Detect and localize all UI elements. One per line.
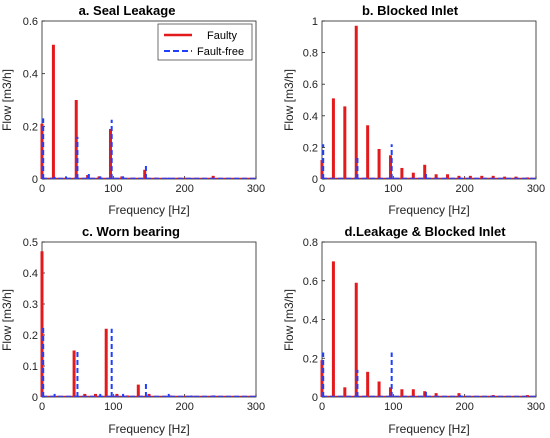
- legend-faulty-label: Faulty: [207, 30, 237, 42]
- panel-a-xtick-label: 0: [39, 183, 45, 195]
- panel-a-xtick-label: 100: [104, 183, 122, 195]
- panel-d-ytick-label: 0.6: [303, 276, 318, 288]
- panel-d: d.Leakage & Blocked Inlet 0 100 200 300 0 0.2…: [282, 224, 545, 436]
- panel-d-xtick-label: 100: [384, 401, 402, 413]
- panel-d-title: d.Leakage & Blocked Inlet: [344, 224, 506, 239]
- panel-a-ticks: 0 100 200 300 0 0.2 0.4 0.6: [23, 16, 265, 195]
- panel-b-xtick-label: 200: [455, 183, 473, 195]
- panel-d-ytick-label: 0.8: [303, 237, 318, 249]
- panel-a-marks: [40, 44, 256, 179]
- panel-d-ytick-label: 0.2: [303, 353, 318, 365]
- panel-d-ytick-label: 0: [312, 392, 318, 404]
- panel-c-xlabel: Frequency [Hz]: [108, 422, 189, 436]
- panel-d-ticks: 0 100 200 300 0 0.2 0.4 0.6 0.8: [303, 237, 545, 413]
- panel-d-xtick-label: 0: [319, 401, 325, 413]
- panel-b-xlabel: Frequency [Hz]: [388, 203, 469, 217]
- panel-c-ytick-label: 0.4: [23, 268, 38, 280]
- panel-d-xtick-label: 200: [455, 401, 473, 413]
- panel-a-title: a. Seal Leakage: [79, 3, 176, 18]
- panel-c-xtick-label: 300: [247, 401, 265, 413]
- panel-c-ylabel: Flow [m3/h]: [0, 289, 14, 351]
- legend: Faulty Fault-free: [157, 23, 253, 61]
- panel-a-ytick-label: 0.2: [23, 121, 38, 133]
- panel-c: c. Worn bearing 0 100 200 30000.10.20.30.40…: [0, 224, 265, 436]
- panel-d-ylabel: Flow [m3/h]: [282, 289, 296, 351]
- panel-b-ytick-label: 0: [312, 174, 318, 186]
- panel-c-ytick-label: 0.2: [23, 330, 38, 342]
- panel-c-xtick-label: 0: [39, 401, 45, 413]
- panel-b-xtick-label: 0: [319, 183, 325, 195]
- panel-b: b. Blocked Inlet 0 100 200 300 0 0.2 0.4 0.6 0.8…: [282, 3, 545, 217]
- legend-box: [157, 23, 253, 61]
- panel-a-ylabel: Flow [m3/h]: [0, 69, 14, 131]
- panel-d-marks: [320, 261, 536, 397]
- panel-c-marks: [40, 251, 256, 397]
- panel-b-ylabel: Flow [m3/h]: [282, 69, 296, 131]
- panel-d-ytick-label: 0.4: [303, 315, 318, 327]
- panel-a-xlabel: Frequency [Hz]: [108, 203, 189, 217]
- panel-b-xtick-label: 300: [527, 183, 545, 195]
- panel-c-ytick-label: 0.3: [23, 299, 38, 311]
- panel-c-ytick-label: 0: [32, 392, 38, 404]
- panel-b-ytick-label: 0.4: [303, 111, 318, 123]
- legend-faultfree-label: Fault-free: [197, 46, 244, 58]
- panel-b-axes: [321, 20, 537, 180]
- panel-b-marks: [320, 25, 536, 179]
- panel-d-xlabel: Frequency [Hz]: [388, 422, 469, 436]
- panel-b-title: b. Blocked Inlet: [362, 3, 459, 18]
- panel-b-ticks: 0 100 200 300 0 0.2 0.4 0.6 0.8 1: [303, 16, 545, 195]
- panel-c-ytick-label: 0.5: [23, 237, 38, 249]
- panel-c-ytick-label: 0.1: [23, 361, 38, 373]
- panel-d-xtick-label: 300: [527, 401, 545, 413]
- panel-c-title: c. Worn bearing: [82, 224, 180, 239]
- panel-c-ticks: 0 100 200 300 0 0.1 0.2 0.3 0.4 0.5: [23, 237, 265, 413]
- panel-a-xtick-label: 300: [247, 183, 265, 195]
- panel-a-ytick-label: 0.6: [23, 16, 38, 28]
- panel-a-ytick-label: 0.4: [23, 69, 38, 81]
- panel-c-xtick-label: 200: [175, 401, 193, 413]
- panel-b-ytick-label: 0.8: [303, 48, 318, 60]
- panel-a-ytick-label: 0: [32, 174, 38, 186]
- panel-a-xtick-label: 200: [175, 183, 193, 195]
- panel-a: a. Seal Leakage 0 100 200 300 0 0.2 0.4 0.6 Fre…: [0, 3, 265, 217]
- panel-b-ytick-label: 0.6: [303, 79, 318, 91]
- panel-b-ytick-label: 0.2: [303, 142, 318, 154]
- panel-b-xtick-label: 100: [384, 183, 402, 195]
- panel-c-xtick-label: 100: [104, 401, 122, 413]
- panel-b-ytick-label: 1: [312, 16, 318, 28]
- panel-d-axes: [321, 241, 537, 398]
